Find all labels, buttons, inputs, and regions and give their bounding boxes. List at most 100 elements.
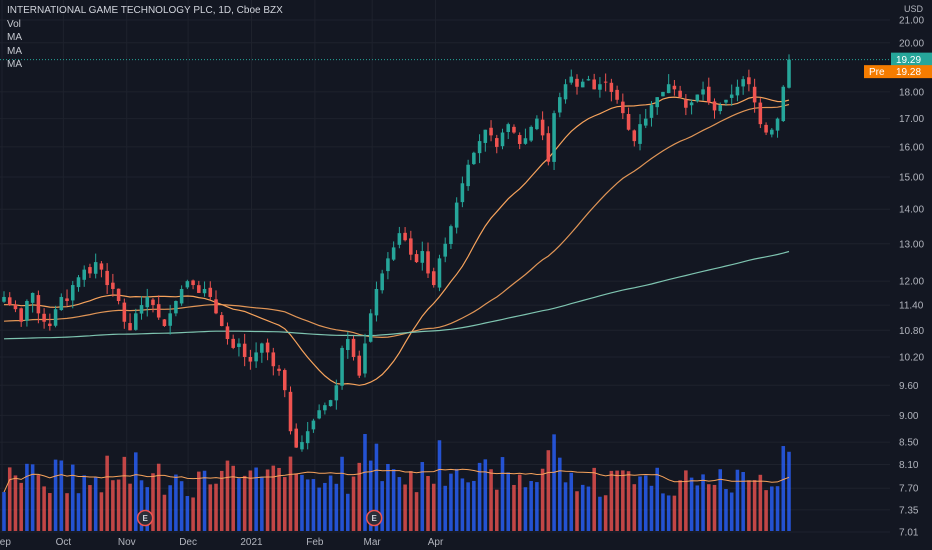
candle-body <box>185 281 190 288</box>
candle-body <box>552 113 556 162</box>
volume-bar <box>523 487 528 531</box>
candle-body <box>145 296 150 308</box>
volume-bar <box>30 464 35 531</box>
y-tick-label: 8.50 <box>899 438 919 449</box>
premarket-tag-label: Pre <box>869 67 885 78</box>
volume-bar <box>368 460 373 531</box>
volume-bar <box>139 480 144 531</box>
volume-bar <box>162 494 167 531</box>
candle-body <box>179 288 184 304</box>
volume-bar <box>386 463 390 531</box>
candle-body <box>603 81 608 83</box>
volume-bar <box>535 482 539 531</box>
candle-body <box>661 91 665 97</box>
volume-bar <box>506 472 511 531</box>
volume-bar <box>82 475 86 531</box>
candle-body <box>219 315 224 327</box>
earnings-marker-label: E <box>142 514 148 523</box>
legend-ma-2[interactable]: MA <box>7 45 22 57</box>
candle-body <box>695 94 700 102</box>
price-axis[interactable]: 21.00 20.00 18.00 17.00 16.00 15.00 14.00 13.00… <box>864 4 932 539</box>
volume-bar <box>643 475 648 531</box>
y-tick-label: 7.70 <box>899 484 919 495</box>
legend-ma-3[interactable]: MA <box>7 59 22 70</box>
candle-body <box>191 280 195 286</box>
volume-bar <box>374 443 379 531</box>
candle-body <box>649 105 654 118</box>
candle-body <box>30 292 35 303</box>
x-tick-label: Nov <box>118 537 136 548</box>
candle-body <box>197 285 201 293</box>
candle-body <box>787 59 791 88</box>
volume-bar <box>517 474 522 531</box>
volume-bar <box>638 476 642 531</box>
volume-bar <box>552 434 556 531</box>
volume-bar <box>208 484 213 531</box>
candle-body <box>162 319 167 327</box>
volume-bar <box>323 482 327 531</box>
volume-bar <box>431 483 436 531</box>
symbol-title[interactable]: INTERNATIONAL GAME TECHNOLOGY PLC, 1D, C… <box>7 5 283 16</box>
volume-bar <box>500 457 505 531</box>
candle-body <box>454 202 459 228</box>
candle-body <box>426 251 430 274</box>
time-axis[interactable]: Sep Oct Nov Dec 2021 Feb Mar Apr <box>0 537 444 548</box>
candle-body <box>747 77 751 85</box>
volume-bar <box>661 493 665 531</box>
candle-body <box>558 97 562 113</box>
volume-bar <box>563 482 568 531</box>
candle-body <box>472 152 476 165</box>
candle-body <box>208 287 213 297</box>
x-tick-label: Apr <box>428 537 444 548</box>
volume-bar <box>724 489 728 531</box>
volume-bar <box>494 489 499 531</box>
volume-bar <box>7 467 12 531</box>
volume-bar <box>409 471 413 531</box>
candle-body <box>775 118 780 131</box>
candle-body <box>139 305 144 314</box>
ma-200-line <box>3 250 790 340</box>
volume-bar <box>237 478 241 531</box>
candle-body <box>248 356 253 362</box>
volume-bar <box>741 471 745 531</box>
legend-vol[interactable]: Vol <box>7 18 21 30</box>
candle-body <box>506 124 511 133</box>
x-tick-label: 2021 <box>240 537 263 548</box>
volume-bar <box>116 479 121 531</box>
candle-body <box>13 304 18 310</box>
y-tick-label: 21.00 <box>899 16 924 27</box>
volume-bar <box>328 475 333 531</box>
legend-ma-1[interactable]: MA <box>7 32 22 43</box>
candle-body <box>116 288 121 302</box>
candle-body <box>397 233 402 245</box>
volume-bar <box>701 474 705 531</box>
candle-body <box>317 410 321 419</box>
volume-bar <box>340 456 344 531</box>
volume-bar <box>151 473 155 531</box>
candle-body <box>351 338 356 357</box>
volume-bar <box>540 468 545 531</box>
volume-bar <box>569 472 574 531</box>
candle-body <box>99 263 104 270</box>
candle-body <box>242 343 247 357</box>
volume-bar <box>546 450 551 531</box>
volume-bar <box>242 475 247 531</box>
candle-body <box>42 313 46 322</box>
volume-bar <box>156 463 161 531</box>
volume-bar <box>603 495 608 531</box>
volume-bar <box>512 484 516 531</box>
candle-body <box>678 90 682 98</box>
x-tick-label: Mar <box>364 537 382 548</box>
last-price-label: 19.29 <box>896 55 921 66</box>
volume-bar <box>282 477 287 531</box>
candle-body <box>374 288 379 316</box>
candle-body <box>403 232 407 241</box>
candle-body <box>363 343 367 374</box>
candle-body <box>254 352 258 362</box>
candle-body <box>19 308 23 322</box>
volume-bar <box>684 470 688 531</box>
volume-bar <box>420 462 425 531</box>
